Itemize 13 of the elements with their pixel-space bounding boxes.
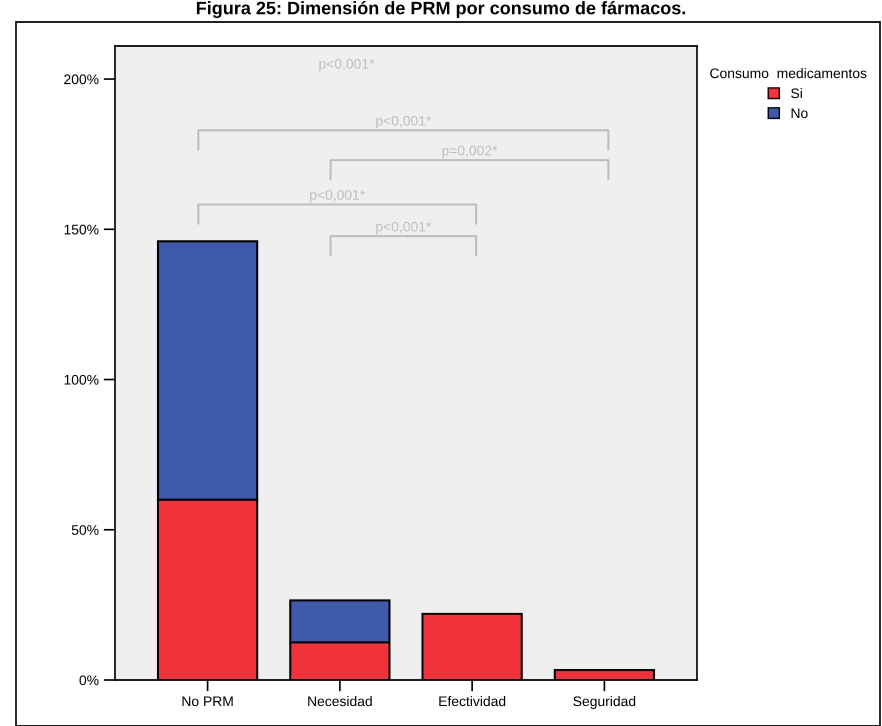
y-tick-label: 150% bbox=[64, 224, 99, 234]
legend-label: Si bbox=[791, 88, 802, 98]
y-tick-label: 200% bbox=[64, 74, 99, 84]
legend-label: No bbox=[792, 108, 808, 118]
y-tick-label: 50% bbox=[72, 525, 99, 535]
legend-title: Consumo medicamentos bbox=[710, 68, 866, 78]
x-tick-label: Efectividad bbox=[439, 696, 506, 706]
x-tick-label: Seguridad bbox=[573, 696, 636, 709]
y-tick-label: 100% bbox=[64, 374, 99, 385]
chart-title: Figura 25: Dimensión de PRM por consumo de fármacos. bbox=[196, 1, 686, 18]
x-tick-label: No PRM bbox=[182, 696, 233, 706]
y-tick-label: 0% bbox=[79, 675, 99, 686]
x-tick-label: Necesidad bbox=[308, 696, 372, 706]
